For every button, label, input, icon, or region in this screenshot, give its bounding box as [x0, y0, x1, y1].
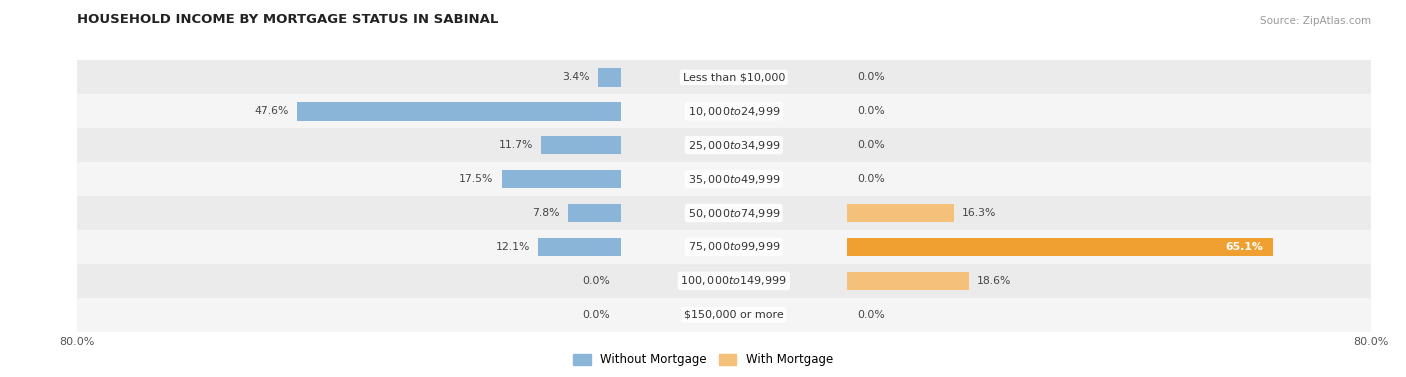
Bar	[846, 204, 953, 222]
Bar	[846, 238, 1274, 256]
Text: 12.1%: 12.1%	[496, 242, 530, 252]
Text: 0.0%: 0.0%	[856, 310, 884, 320]
Bar	[620, 60, 846, 94]
Bar	[77, 264, 620, 298]
Bar	[620, 162, 846, 196]
Bar	[846, 271, 969, 290]
Text: $150,000 or more: $150,000 or more	[683, 310, 783, 320]
Text: HOUSEHOLD INCOME BY MORTGAGE STATUS IN SABINAL: HOUSEHOLD INCOME BY MORTGAGE STATUS IN S…	[77, 14, 499, 26]
Bar	[620, 94, 846, 128]
Text: $35,000 to $49,999: $35,000 to $49,999	[688, 173, 780, 185]
Bar	[77, 298, 620, 332]
Text: 7.8%: 7.8%	[531, 208, 560, 218]
Text: $10,000 to $24,999: $10,000 to $24,999	[688, 105, 780, 118]
Bar	[846, 230, 1371, 264]
Bar	[77, 230, 620, 264]
Text: 0.0%: 0.0%	[856, 140, 884, 150]
Bar	[846, 196, 1371, 230]
Text: $75,000 to $99,999: $75,000 to $99,999	[688, 241, 780, 253]
Bar	[846, 128, 1371, 162]
Bar	[568, 204, 620, 222]
Bar	[502, 170, 620, 188]
Bar	[297, 102, 620, 121]
Bar	[77, 162, 620, 196]
Text: Less than $10,000: Less than $10,000	[682, 72, 785, 82]
Bar	[538, 238, 620, 256]
Bar	[541, 136, 620, 155]
Bar	[846, 162, 1371, 196]
Text: 0.0%: 0.0%	[582, 310, 610, 320]
Text: 18.6%: 18.6%	[977, 276, 1011, 286]
Text: 0.0%: 0.0%	[856, 106, 884, 116]
Text: 17.5%: 17.5%	[460, 174, 494, 184]
Text: $100,000 to $149,999: $100,000 to $149,999	[681, 274, 787, 287]
Text: 11.7%: 11.7%	[499, 140, 533, 150]
Text: $50,000 to $74,999: $50,000 to $74,999	[688, 207, 780, 219]
Text: 0.0%: 0.0%	[582, 276, 610, 286]
Bar	[77, 94, 620, 128]
Bar	[77, 128, 620, 162]
Text: 0.0%: 0.0%	[856, 72, 884, 82]
Legend: Without Mortgage, With Mortgage: Without Mortgage, With Mortgage	[568, 349, 838, 371]
Bar	[620, 128, 846, 162]
Text: $25,000 to $34,999: $25,000 to $34,999	[688, 139, 780, 152]
Bar	[77, 60, 620, 94]
Bar	[846, 298, 1371, 332]
Bar	[77, 196, 620, 230]
Text: 65.1%: 65.1%	[1226, 242, 1264, 252]
Bar	[620, 196, 846, 230]
Bar	[620, 264, 846, 298]
Bar	[598, 68, 620, 87]
Bar	[846, 60, 1371, 94]
Text: 16.3%: 16.3%	[962, 208, 995, 218]
Bar	[846, 94, 1371, 128]
Text: 0.0%: 0.0%	[856, 174, 884, 184]
Text: Source: ZipAtlas.com: Source: ZipAtlas.com	[1260, 16, 1371, 26]
Text: 47.6%: 47.6%	[254, 106, 290, 116]
Bar	[620, 230, 846, 264]
Bar	[846, 264, 1371, 298]
Bar	[620, 298, 846, 332]
Text: 3.4%: 3.4%	[562, 72, 589, 82]
